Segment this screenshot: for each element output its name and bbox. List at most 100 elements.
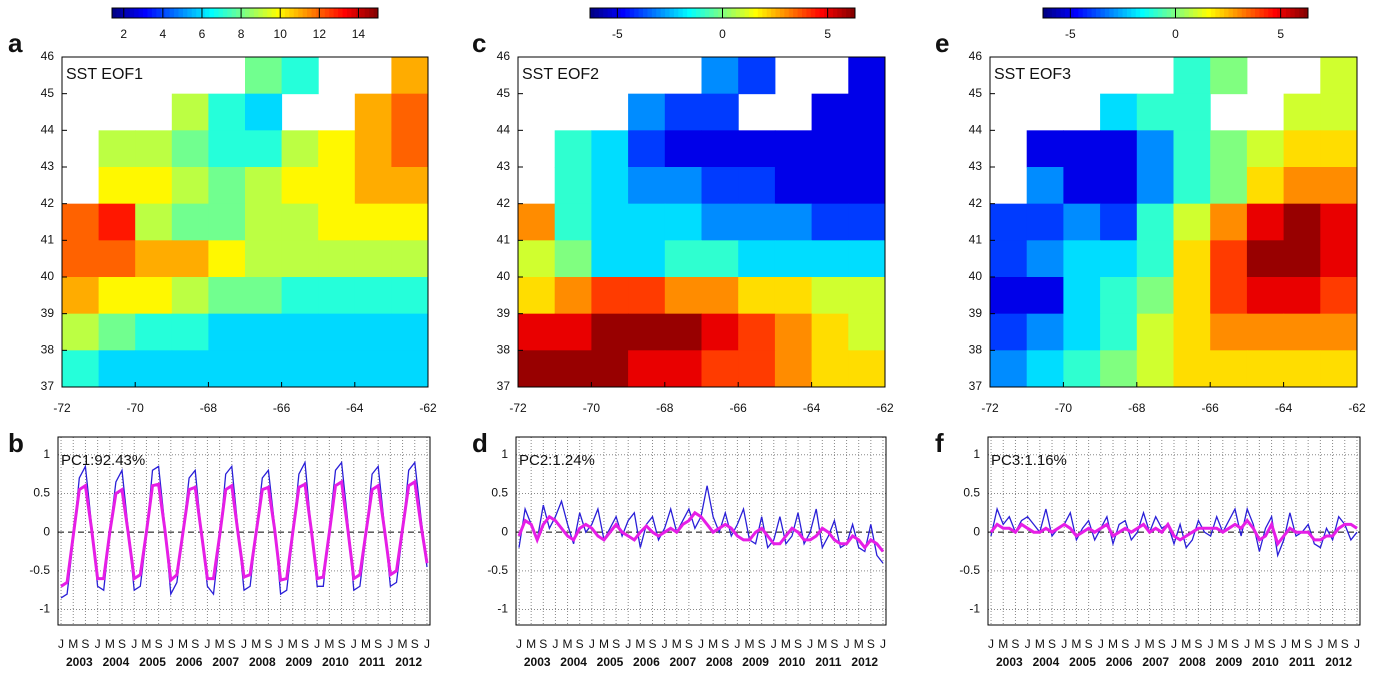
map-cell [1246, 350, 1285, 388]
x-tick-label: J [516, 637, 522, 651]
map-cell [391, 167, 429, 205]
colorbar-segment [213, 8, 219, 18]
x-tick-label: M [68, 637, 78, 651]
map-cell [990, 240, 1028, 278]
panel-letter: c [472, 28, 486, 58]
map-cell [245, 167, 283, 205]
x-tick-label: -64 [346, 401, 364, 415]
map-cell [318, 240, 356, 278]
colorbar-segment [850, 8, 856, 18]
map-cell [1026, 350, 1064, 388]
map-cell [391, 93, 429, 131]
map-cell [318, 167, 356, 205]
map-cell [1210, 203, 1248, 241]
year-label: 2003 [66, 655, 93, 669]
map-cell [245, 350, 283, 388]
x-tick-label: S [155, 637, 163, 651]
colorbar-segment [1294, 8, 1300, 18]
colorbar-segment [240, 8, 246, 18]
map-cell [208, 313, 246, 351]
x-tick-label: M [1145, 637, 1155, 651]
map-cell [135, 350, 173, 388]
x-tick-label: J [552, 637, 558, 651]
colorbar-segment [1219, 8, 1225, 18]
map-cell [848, 240, 886, 278]
year-label: 2010 [779, 655, 806, 669]
x-tick-label: -66 [1202, 401, 1220, 415]
map-cell [171, 277, 209, 315]
map-cell [281, 350, 319, 388]
x-tick-label: -64 [1275, 401, 1293, 415]
y-tick-label: 41 [969, 233, 983, 247]
year-label: 2007 [212, 655, 239, 669]
pc-annotation: PC2:1.24% [519, 452, 595, 469]
map-cell [1063, 313, 1101, 351]
y-tick-label: 44 [497, 123, 511, 137]
map-cell [1173, 203, 1211, 241]
map-cell [1026, 203, 1064, 241]
x-tick-label: S [685, 637, 693, 651]
map-cell [391, 350, 429, 388]
map-cell [1100, 277, 1138, 315]
year-label: 2006 [176, 655, 203, 669]
y-tick-label: 39 [969, 306, 983, 320]
y-tick-label: 37 [41, 379, 55, 393]
map-cell [281, 57, 319, 95]
map-cell [1063, 167, 1101, 205]
map-cell [848, 93, 886, 131]
map-cell [738, 130, 776, 168]
year-label: 2004 [560, 655, 587, 669]
map-cell [811, 203, 849, 241]
map-cell [1246, 277, 1285, 315]
colorbar-segment [1082, 8, 1088, 18]
colorbar-segment [182, 8, 188, 18]
year-label: 2005 [139, 655, 166, 669]
map-cell [774, 130, 813, 168]
map-cell [1283, 240, 1321, 278]
colorbar-segment [138, 8, 144, 18]
colorbar-segment [236, 8, 242, 18]
x-tick-label: J [168, 637, 174, 651]
y-tick-label: 0 [501, 524, 508, 538]
map-cell [628, 350, 666, 388]
colorbar-segment [222, 8, 228, 18]
colorbar-segment [156, 8, 162, 18]
colorbar-segment [1047, 8, 1053, 18]
map-cell [1320, 313, 1358, 351]
map-cell [245, 130, 283, 168]
map-cell [1136, 167, 1174, 205]
colorbar-segment [815, 8, 821, 18]
map-cell [1100, 313, 1138, 351]
map-cell [554, 203, 592, 241]
map-title: SST EOF2 [522, 66, 599, 83]
map-cell [701, 203, 739, 241]
x-tick-label: S [1268, 637, 1276, 651]
colorbar-segment [1171, 8, 1176, 18]
x-tick-label: J [698, 637, 704, 651]
colorbar-segment [302, 8, 308, 18]
pc-smooth-line [989, 518, 1358, 547]
x-tick-label: S [1048, 637, 1056, 651]
x-tick-label: S [1341, 637, 1349, 651]
map-cell [591, 203, 629, 241]
colorbar-segment [1109, 8, 1115, 18]
x-tick-label: -72 [981, 401, 999, 415]
x-tick-label: J [1208, 637, 1214, 651]
colorbar-segment [1246, 8, 1252, 18]
map-cell [171, 313, 209, 351]
map-cell [1283, 167, 1321, 205]
x-tick-label: M [1328, 637, 1338, 651]
x-tick-label: J [1134, 637, 1140, 651]
x-tick-label: J [424, 637, 430, 651]
x-tick-label: J [625, 637, 631, 651]
y-tick-label: 0 [43, 524, 50, 538]
year-label: 2004 [103, 655, 130, 669]
colorbar-segment [151, 8, 157, 18]
colorbar-segment [726, 8, 732, 18]
map-cell [1210, 277, 1248, 315]
x-tick-label: S [1011, 637, 1019, 651]
colorbar-segment [832, 8, 838, 18]
y-tick-label: 1 [43, 447, 50, 461]
map-cell [1136, 130, 1174, 168]
map-cell [391, 313, 429, 351]
